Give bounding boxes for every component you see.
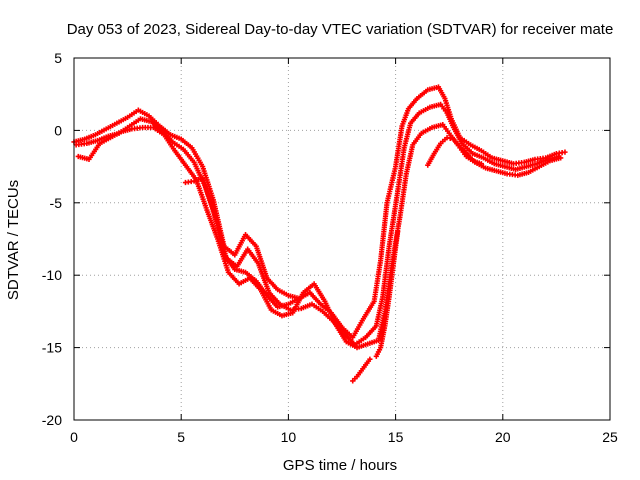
data-point bbox=[562, 149, 568, 155]
grid-lines bbox=[74, 58, 610, 420]
data-point bbox=[478, 161, 484, 167]
series-track-b bbox=[73, 101, 562, 348]
data-point bbox=[558, 155, 564, 161]
data-point bbox=[367, 356, 373, 362]
series-track-f bbox=[373, 229, 401, 359]
series-track-a bbox=[71, 84, 568, 341]
y-tick-label: -20 bbox=[42, 412, 62, 428]
axis-ticks: 0 5 10 15 20 25 -20 -15 -10 -5 0 5 bbox=[42, 50, 618, 445]
x-axis-label: GPS time / hours bbox=[283, 457, 397, 474]
data-point bbox=[307, 289, 313, 296]
x-tick-label: 10 bbox=[281, 429, 297, 445]
y-tick-label: 0 bbox=[54, 122, 62, 138]
y-tick-label: -15 bbox=[42, 340, 62, 356]
y-axis-label: SDTVAR / TECUs bbox=[5, 180, 22, 300]
y-tick-label: 5 bbox=[54, 50, 62, 66]
x-tick-label: 15 bbox=[388, 429, 404, 445]
x-tick-label: 20 bbox=[495, 429, 511, 445]
series-track-e bbox=[350, 356, 373, 384]
plot-frame bbox=[73, 57, 611, 421]
series-track-g bbox=[425, 135, 484, 168]
chart-title: Day 053 of 2023, Sidereal Day-to-day VTE… bbox=[67, 21, 614, 38]
data-points bbox=[71, 84, 568, 384]
x-tick-label: 5 bbox=[177, 429, 185, 445]
data-point bbox=[395, 229, 401, 235]
y-tick-label: -5 bbox=[50, 195, 63, 211]
series-track-d bbox=[182, 175, 313, 310]
x-tick-label: 0 bbox=[70, 429, 78, 445]
y-tick-label: -10 bbox=[42, 267, 62, 283]
x-tick-label: 25 bbox=[602, 429, 618, 445]
